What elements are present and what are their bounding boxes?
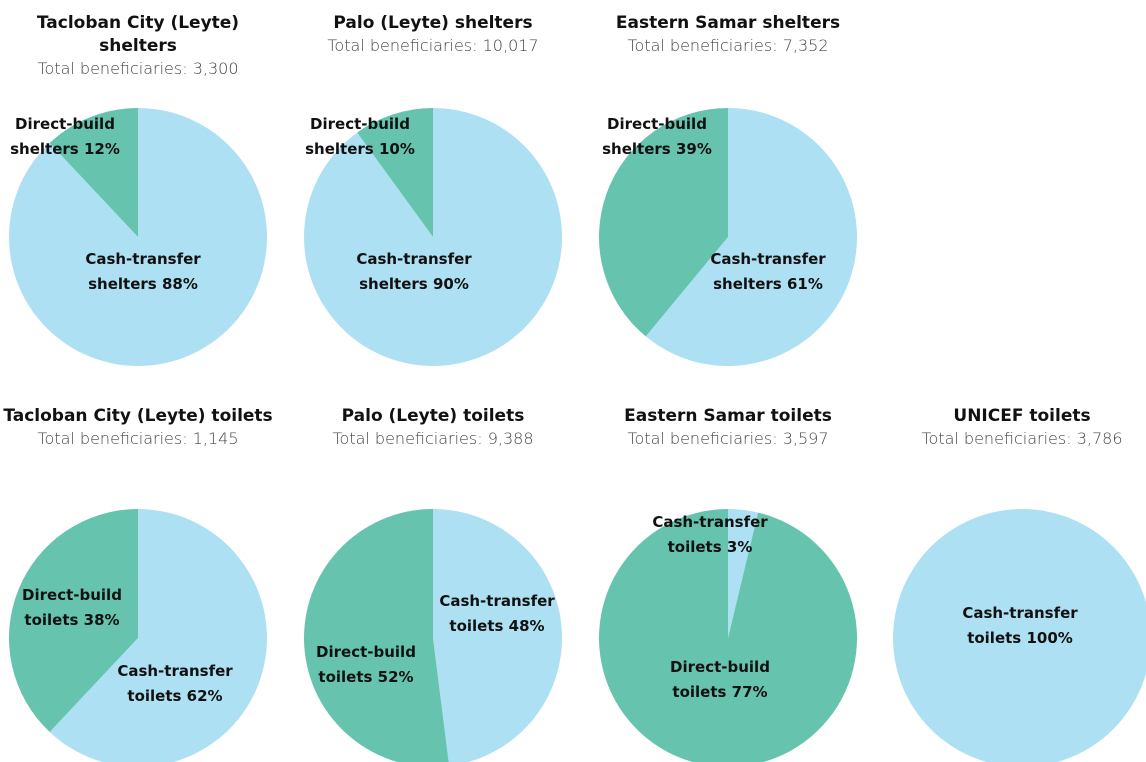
pie-slice: [357, 108, 433, 237]
slice-label: Direct-build toilets 38%: [6, 583, 138, 633]
slice-value: 77%: [731, 683, 768, 701]
slice-label: Cash-transfer shelters 61%: [702, 247, 834, 297]
slice-category: Direct-build toilets: [316, 643, 416, 686]
slice-label: Direct-build toilets 52%: [300, 640, 432, 690]
slice-value: 62%: [186, 687, 223, 705]
slice-category: Direct-build toilets: [670, 658, 770, 701]
pie-title: Eastern Samar toilets: [624, 406, 832, 426]
slice-label: Cash-transfer shelters 88%: [77, 247, 209, 297]
pie-subtitle: Total beneficiaries: 3,300: [37, 59, 239, 78]
pie-subtitle: Total beneficiaries: 7,352: [627, 36, 829, 55]
pie-heading: Tacloban City (Leyte) toilets Total benef…: [0, 405, 278, 450]
pie-slice: [645, 108, 857, 366]
pie-slice: [49, 108, 139, 237]
pie-slice: [598, 107, 728, 337]
pie-heading: Eastern Samar toilets Total beneficiaries…: [588, 405, 868, 450]
slice-label: Direct-build toilets 77%: [654, 655, 786, 705]
slice-value: 3%: [726, 538, 753, 556]
slice-category: Cash-transfer toilets: [117, 662, 233, 705]
slice-category: Cash-transfer shelters: [710, 250, 826, 293]
slice-value: 39%: [675, 140, 712, 158]
slice-value: 61%: [786, 275, 823, 293]
pie-slice: [599, 509, 857, 762]
slice-category: Cash-transfer toilets: [439, 592, 555, 635]
pie-slice: [893, 509, 1146, 762]
slice-category: Cash-transfer shelters: [85, 250, 201, 293]
pie-slice: [433, 509, 562, 762]
pie-heading: Palo (Leyte) toilets Total beneficiaries:…: [293, 405, 573, 450]
slice-label: Cash-transfer toilets 100%: [954, 601, 1086, 651]
pie-subtitle: Total beneficiaries: 1,145: [37, 429, 239, 448]
slice-category: Direct-build shelters: [602, 115, 707, 158]
pie-slice: [728, 509, 759, 638]
pie-title: Tacloban City (Leyte) toilets: [3, 406, 273, 426]
pie-title: Eastern Samar shelters: [615, 13, 841, 33]
slice-label: Cash-transfer toilets 3%: [644, 510, 776, 560]
pie-heading: UNICEF toilets Total beneficiaries: 3,786: [882, 405, 1146, 450]
slice-label: Cash-transfer toilets 48%: [431, 589, 563, 639]
slice-value: 38%: [83, 611, 120, 629]
pie-slice: [9, 509, 139, 733]
pie-title: Palo (Leyte) shelters: [333, 13, 533, 33]
slice-category: Direct-build shelters: [10, 115, 115, 158]
pie-title: Tacloban City (Leyte) shelters: [36, 13, 240, 56]
slice-label: Cash-transfer toilets 62%: [109, 659, 241, 709]
pie-subtitle: Total beneficiaries: 9,388: [332, 429, 534, 448]
pie-slice: [49, 509, 267, 762]
slice-label: Cash-transfer shelters 90%: [348, 247, 480, 297]
slice-value: 48%: [508, 617, 545, 635]
pie-title: UNICEF toilets: [953, 406, 1091, 426]
slice-value: 88%: [161, 275, 198, 293]
pie-subtitle: Total beneficiaries: 10,017: [327, 36, 539, 55]
slice-category: Cash-transfer shelters: [356, 250, 472, 293]
pie-heading: Palo (Leyte) shelters Total beneficiaries…: [293, 12, 573, 57]
slice-value: 52%: [377, 668, 414, 686]
pie-slice: [8, 108, 267, 366]
pie-subtitle: Total beneficiaries: 3,597: [627, 429, 829, 448]
slice-value: 12%: [83, 140, 120, 158]
slice-category: Cash-transfer toilets: [962, 604, 1078, 647]
pie-slice: [304, 509, 449, 762]
pie-heading: Tacloban City (Leyte) shelters Total bene…: [0, 12, 278, 80]
slice-label: Direct-build shelters 39%: [591, 112, 723, 162]
slice-category: Direct-build shelters: [305, 115, 410, 158]
slice-category: Direct-build toilets: [22, 586, 122, 629]
pie-heading: Eastern Samar shelters Total beneficiarie…: [588, 12, 868, 57]
slice-label: Direct-build shelters 10%: [294, 112, 426, 162]
slice-category: Cash-transfer toilets: [652, 513, 768, 556]
slice-value: 100%: [1026, 629, 1073, 647]
pie-title: Palo (Leyte) toilets: [341, 406, 525, 426]
slice-value: 90%: [432, 275, 469, 293]
slice-value: 10%: [378, 140, 415, 158]
slice-label: Direct-build shelters 12%: [0, 112, 131, 162]
pie-subtitle: Total beneficiaries: 3,786: [921, 429, 1123, 448]
